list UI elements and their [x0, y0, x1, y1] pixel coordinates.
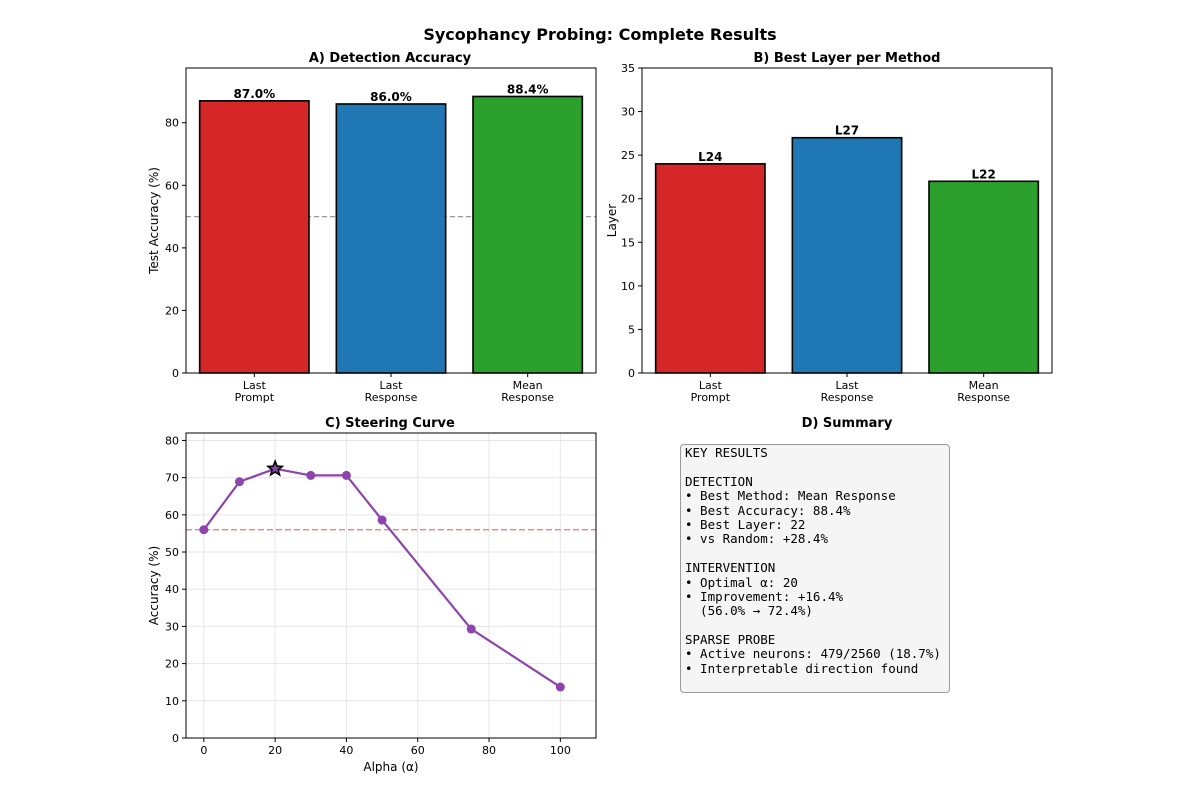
panel-a-x-tick-label-3-line-2: Response: [501, 391, 554, 404]
panel-c-axes-frame: [185, 432, 597, 739]
summary-line: • Optimal α: 20: [685, 574, 798, 590]
panel-b-x-tick-label-3-line-1: Mean: [969, 379, 999, 392]
panel-c-point-6: [377, 515, 387, 525]
panel-a-x-tick-label-2-line-2: Response: [365, 391, 418, 404]
panel-a-axes-frame: [185, 67, 597, 374]
panel-b-bar-2: [791, 136, 903, 374]
panel-c-point-8: [555, 682, 565, 692]
panel-a-x-tick-label-2-line-1: Last: [380, 379, 404, 392]
summary-line: • vs Random: +28.4%: [685, 531, 828, 547]
panel-c-point-4: [306, 470, 316, 480]
panel-b-data-label-3: L22: [971, 167, 995, 181]
panel-c-series-line: [202, 467, 561, 688]
panel-c-point-1: [199, 525, 209, 535]
panel-c-title: C) Steering Curve: [325, 416, 455, 431]
panel-a-detection-accuracy: A) Detection Accuracy 87.0%LastPrompt86.…: [147, 51, 597, 404]
summary-blank-line: [685, 460, 945, 474]
panel-c-y-tick-label: 0: [172, 732, 179, 745]
summary-box: KEY RESULTS DETECTION • Best Method: Mean …: [680, 444, 950, 693]
panel-c-y-tick-label: 40: [165, 583, 179, 596]
panel-b-data-label-1: L24: [698, 150, 722, 164]
panel-a-bar-1: [198, 100, 310, 374]
panel-a-x-tick-label-1-line-2: Prompt: [235, 391, 275, 404]
panel-a-title: A) Detection Accuracy: [309, 51, 472, 66]
panel-c-x-tick-label: 20: [268, 744, 282, 757]
summary-line: • Active neurons: 479/2560 (18.7%): [685, 646, 941, 662]
summary-blank-line: [685, 619, 945, 633]
panel-d-title: D) Summary: [802, 416, 893, 431]
panel-b-x-tick-label-1-line-1: Last: [699, 379, 723, 392]
summary-blank-line: [685, 547, 945, 561]
panel-c-point-2: [234, 477, 244, 487]
panel-c-y-axis-label: Accuracy (%): [147, 546, 161, 625]
summary-line: • Best Method: Mean Response: [685, 488, 896, 504]
summary-line: • Best Layer: 22: [685, 516, 806, 532]
panel-c-steering-curve: C) Steering Curve 0 20 40 60 80 100 0 10 20 30 40 5…: [147, 416, 597, 774]
panel-b-data-label-2: L27: [835, 124, 859, 138]
panel-b-y-tick-label: 30: [621, 106, 635, 119]
panel-c-x-tick-label: 0: [200, 744, 207, 757]
panel-c-x-tick-label: 40: [339, 744, 353, 757]
panel-b-y-tick-label: 20: [621, 193, 635, 206]
panel-c-y-tick-label: 60: [165, 509, 179, 522]
summary-line: • Improvement: +16.4%: [685, 588, 844, 604]
panel-b-best-layer: B) Best Layer per Method L24LastPromptL2…: [605, 51, 1053, 404]
panel-a-y-tick-label: 20: [165, 304, 179, 317]
panel-c-y-tick-label: 70: [165, 472, 179, 485]
panel-c-y-tick-label: 20: [165, 658, 179, 671]
figure-title: Sycophancy Probing: Complete Results: [423, 25, 776, 44]
panel-a-bar-2: [335, 103, 447, 374]
panel-c-x-axis-label: Alpha (α): [363, 760, 418, 774]
panel-a-x-tick-label-1-line-1: Last: [243, 379, 267, 392]
panel-a-y-axis-label: Test Accuracy (%): [147, 167, 161, 275]
panel-b-y-tick-label: 15: [621, 236, 635, 249]
summary-line: • Best Accuracy: 88.4%: [685, 502, 851, 518]
summary-line: SPARSE PROBE: [685, 632, 776, 648]
panel-c-y-tick-label: 30: [165, 620, 179, 633]
panel-b-y-tick-label: 35: [621, 62, 635, 75]
panel-b-x-tick-label-2-line-1: Last: [836, 379, 860, 392]
panel-a-data-label-2: 86.0%: [370, 90, 412, 104]
panel-b-bar-3: [928, 180, 1040, 374]
panel-a-bar-3: [472, 95, 584, 374]
summary-line: • Interpretable direction found: [685, 660, 919, 676]
panel-b-y-tick-label: 5: [628, 323, 635, 336]
summary-line: DETECTION: [685, 473, 753, 489]
panel-b-x-tick-label-3-line-2: Response: [957, 391, 1010, 404]
panel-b-x-tick-label-2-line-2: Response: [821, 391, 874, 404]
panel-c-x-tick-label: 60: [411, 744, 425, 757]
panel-b-title: B) Best Layer per Method: [754, 51, 941, 66]
panel-b-y-tick-label: 0: [628, 367, 635, 380]
panel-b-x-tick-label-1-line-2: Prompt: [691, 391, 731, 404]
panel-b-axes-frame: [641, 67, 1053, 374]
panel-a-y-tick-label: 40: [165, 242, 179, 255]
panel-c-y-tick-label: 10: [165, 695, 179, 708]
summary-line: KEY RESULTS: [685, 445, 768, 460]
panel-a-data-label-1: 87.0%: [234, 87, 276, 101]
panel-c-y-tick-label: 80: [165, 434, 179, 447]
summary-line: INTERVENTION: [685, 560, 776, 576]
panel-a-x-tick-label-3-line-1: Mean: [513, 379, 543, 392]
panel-c-y-tick-label: 50: [165, 546, 179, 559]
panel-a-y-tick-label: 0: [172, 367, 179, 380]
panel-c-point-5: [341, 470, 351, 480]
panel-c-x-tick-label: 80: [482, 744, 496, 757]
panel-c-optimal-star-marker: [265, 458, 285, 477]
panel-b-bar-1: [654, 163, 766, 374]
panel-b-y-tick-label: 10: [621, 280, 635, 293]
panel-a-y-tick-label: 60: [165, 179, 179, 192]
panel-c-x-tick-label: 100: [550, 744, 571, 757]
panel-a-y-tick-label: 80: [165, 117, 179, 130]
panel-b-y-axis-label: Layer: [605, 204, 619, 238]
panel-c-point-7: [466, 624, 476, 634]
summary-line: (56.0% → 72.4%): [685, 603, 813, 619]
panel-b-y-tick-label: 25: [621, 149, 635, 162]
panel-a-data-label-3: 88.4%: [507, 82, 549, 96]
